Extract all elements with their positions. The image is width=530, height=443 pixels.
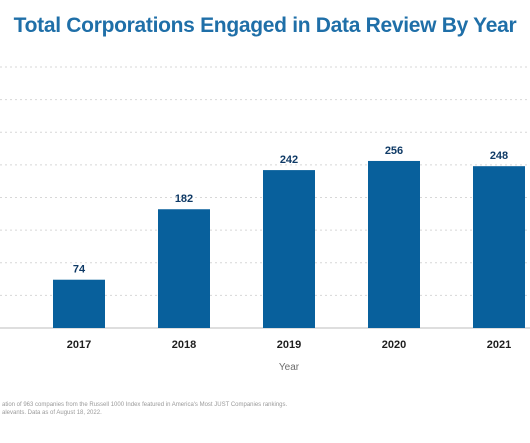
x-tick-2020: 2020	[382, 339, 406, 351]
data-label-2019: 242	[280, 154, 298, 166]
chart-title: Total Corporations Engaged in Data Revie…	[13, 14, 517, 37]
data-label-2017: 74	[73, 264, 86, 276]
data-label-2020: 256	[385, 145, 403, 157]
footnote-line-1: ation of 963 companies from the Russell …	[2, 402, 288, 408]
x-tick-2018: 2018	[172, 339, 196, 351]
bar-2020	[368, 160, 420, 328]
x-axis-title: Year	[279, 362, 300, 373]
bar-2021	[473, 166, 525, 328]
bar-2019	[263, 170, 315, 328]
bars	[53, 160, 525, 328]
data-label-2018: 182	[175, 193, 193, 205]
x-tick-2017: 2017	[67, 339, 91, 351]
bar-2017	[53, 279, 105, 328]
x-tick-2021: 2021	[487, 339, 511, 351]
x-tick-2019: 2019	[277, 339, 301, 351]
x-tick-labels: 2017 2018 2019 2020 2021	[67, 339, 511, 351]
footnote-line-2: alevants. Data as of August 18, 2022.	[2, 410, 102, 416]
data-labels: 74 182 242 256 248	[73, 145, 508, 276]
data-label-2021: 248	[490, 150, 508, 162]
bar-2018	[158, 209, 210, 328]
